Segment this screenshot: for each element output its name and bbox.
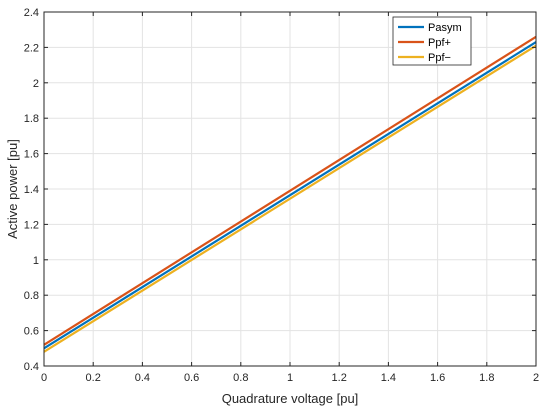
x-tick-label: 0.8 [233, 372, 248, 384]
legend-label-1: Ppf+ [428, 37, 451, 49]
x-tick-label: 1.2 [332, 372, 347, 384]
series-line-1 [43, 35, 537, 346]
x-tick-label: 0.6 [184, 372, 199, 384]
x-tick-label: 1.8 [479, 372, 494, 384]
y-tick-label: 1.6 [24, 149, 39, 161]
x-tick-label: 1.4 [381, 372, 396, 384]
series-line-0 [43, 41, 537, 350]
x-tick-label: 0 [41, 372, 47, 384]
y-tick-label: 0.8 [24, 290, 39, 302]
axis-ticks: 0 0.2 0.4 0.6 0.8 1 1.2 1.4 1.6 1.8 2 0.4 0.6 0.8 1 1.2… [24, 7, 539, 384]
x-tick-label: 1 [287, 372, 293, 384]
legend-label-2: Ppf− [428, 52, 451, 64]
x-tick-label: 1.6 [430, 372, 445, 384]
y-tick-label: 1.4 [24, 184, 39, 196]
y-axis-title: Active power [pu] [5, 139, 20, 239]
x-axis-title: Quadrature voltage [pu] [222, 391, 359, 406]
y-tick-label: 1 [33, 255, 39, 267]
y-tick-label: 1.2 [24, 219, 39, 231]
x-tick-label: 0.2 [86, 372, 101, 384]
y-tick-label: 1.8 [24, 113, 39, 125]
x-tick-label: 2 [533, 372, 539, 384]
legend-label-0: Pasym [428, 22, 462, 34]
y-tick-label: 2.2 [24, 42, 39, 54]
x-tick-label: 0.4 [135, 372, 150, 384]
series-lines [43, 35, 537, 353]
legend: Pasym Ppf+ Ppf− [392, 16, 472, 66]
y-tick-label: 2 [33, 78, 39, 90]
y-tick-label: 2.4 [24, 7, 39, 19]
y-tick-label: 0.4 [24, 361, 39, 373]
series-line-2 [43, 44, 537, 353]
y-tick-label: 0.6 [24, 326, 39, 338]
